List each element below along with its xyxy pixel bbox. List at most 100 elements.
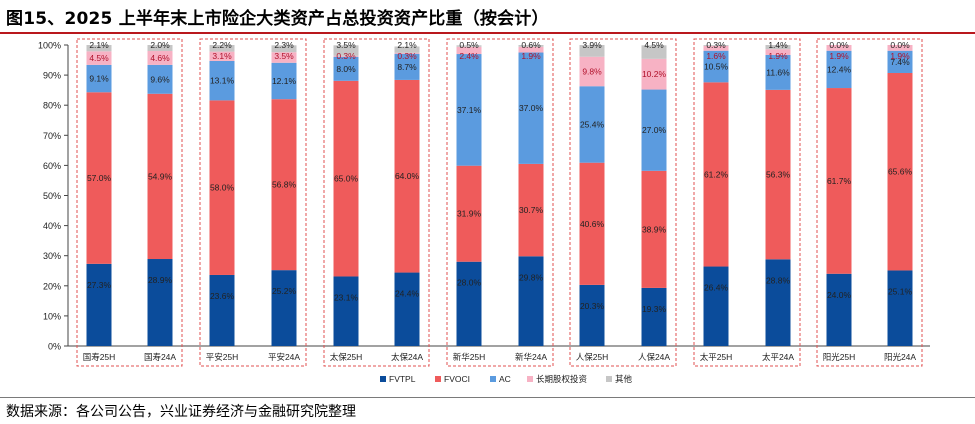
- data-label: 3.1%: [212, 51, 232, 61]
- bar-segment: [579, 56, 605, 87]
- bar-segment: [826, 88, 852, 274]
- bar-segment: [271, 62, 297, 100]
- bar-segment: [456, 45, 482, 47]
- bar-segment: [703, 45, 729, 51]
- data-label: 11.6%: [766, 67, 790, 77]
- bar-segment: [147, 45, 173, 52]
- y-tick-label: 30%: [43, 251, 61, 261]
- bar-segment: [826, 45, 852, 51]
- data-label: 0.6%: [521, 40, 541, 50]
- bar-segment: [703, 266, 729, 346]
- data-label: 12.1%: [272, 76, 297, 86]
- bar-segment: [394, 79, 420, 273]
- data-label: 57.0%: [87, 173, 112, 183]
- data-label: 64.0%: [395, 171, 420, 181]
- bar-segment: [394, 272, 420, 346]
- bar-segment: [271, 52, 297, 63]
- bar-segment: [333, 276, 359, 346]
- legend-item: FVOCI: [444, 374, 470, 384]
- bar-segment: [333, 56, 359, 81]
- bar-segment: [641, 287, 667, 346]
- data-label: 0.0%: [829, 40, 849, 50]
- data-label: 0.3%: [706, 40, 726, 50]
- y-tick-label: 90%: [43, 71, 61, 81]
- bar-segment: [641, 170, 667, 288]
- bar-segment: [887, 50, 913, 73]
- data-label: 25.1%: [888, 286, 913, 296]
- data-label: 13.1%: [210, 76, 235, 86]
- data-label: 30.7%: [519, 205, 544, 215]
- x-tick-label: 新华24A: [515, 352, 547, 362]
- data-label: 0.5%: [459, 40, 479, 50]
- data-label: 10.5%: [704, 62, 729, 72]
- group-box-4: [569, 38, 677, 367]
- bar-segment: [209, 60, 235, 101]
- x-tick-label: 国寿25H: [83, 352, 116, 362]
- bar-segment: [579, 284, 605, 346]
- data-label: 23.1%: [334, 292, 359, 302]
- data-label: 8.0%: [336, 64, 356, 74]
- data-label: 4.5%: [644, 40, 664, 50]
- data-label: 56.8%: [272, 180, 297, 190]
- data-label: 29.8%: [519, 272, 544, 282]
- x-tick-label: 太平25H: [700, 352, 733, 362]
- x-tick-label: 太保24A: [391, 352, 423, 362]
- bar-segment: [826, 273, 852, 346]
- bar-segment: [271, 270, 297, 346]
- group-box-3: [446, 38, 554, 367]
- bar-segment: [147, 51, 173, 65]
- data-label: 0.3%: [397, 51, 417, 61]
- bar-segment: [518, 163, 544, 257]
- data-label: 37.0%: [519, 103, 544, 113]
- y-tick-label: 80%: [43, 101, 61, 111]
- bar-segment: [209, 100, 235, 275]
- data-label: 3.5%: [336, 40, 356, 50]
- data-label: 9.8%: [582, 66, 602, 76]
- x-tick-label: 太保25H: [330, 352, 363, 362]
- bar-segment: [456, 261, 482, 346]
- data-label: 12.4%: [827, 64, 852, 74]
- data-label: 2.0%: [150, 40, 170, 50]
- data-label: 38.9%: [642, 224, 667, 234]
- data-label: 40.6%: [580, 219, 605, 229]
- x-tick-label: 平安25H: [206, 352, 239, 362]
- x-tick-label: 国寿24A: [144, 352, 176, 362]
- data-label: 56.3%: [766, 170, 791, 180]
- y-tick-label: 40%: [43, 221, 61, 231]
- bar-segment: [333, 45, 359, 56]
- bar-segment: [641, 45, 667, 59]
- data-label: 20.3%: [580, 301, 605, 311]
- bar-segment: [209, 51, 235, 61]
- legend-item: 长期股权投资: [536, 374, 588, 384]
- bar-segment: [86, 64, 112, 93]
- bar-segment: [333, 80, 359, 277]
- bar-segment: [147, 93, 173, 260]
- data-label: 0.0%: [890, 40, 910, 50]
- bar-segment: [271, 99, 297, 271]
- bar-segment: [209, 45, 235, 52]
- data-label: 1.4%: [768, 40, 788, 50]
- source-rule: [0, 397, 975, 398]
- data-label: 24.0%: [827, 290, 852, 300]
- y-tick-label: 0%: [48, 342, 61, 352]
- bar-segment: [394, 53, 420, 80]
- data-label: 1.9%: [829, 51, 849, 61]
- group-box-2: [323, 38, 430, 367]
- data-label: 65.6%: [888, 167, 913, 177]
- bar-segment: [147, 259, 173, 346]
- data-label: 28.8%: [766, 275, 791, 285]
- bar-segment: [765, 89, 791, 260]
- data-label: 9.1%: [89, 74, 109, 84]
- bar-segment: [579, 45, 605, 57]
- data-label: 3.5%: [274, 51, 294, 61]
- data-label: 8.7%: [397, 62, 417, 72]
- bar-segment: [394, 46, 420, 53]
- figure-title: 图15、2025 上半年末上市险企大类资产占总投资资产比重（按会计）: [6, 9, 549, 29]
- bar-segment: [518, 46, 544, 53]
- bar-segment: [209, 274, 235, 346]
- bar-segment: [86, 51, 112, 65]
- legend-item: 其他: [615, 374, 633, 384]
- bar-segment: [456, 54, 482, 166]
- bar-segment: [765, 45, 791, 50]
- legend-item: AC: [499, 374, 511, 384]
